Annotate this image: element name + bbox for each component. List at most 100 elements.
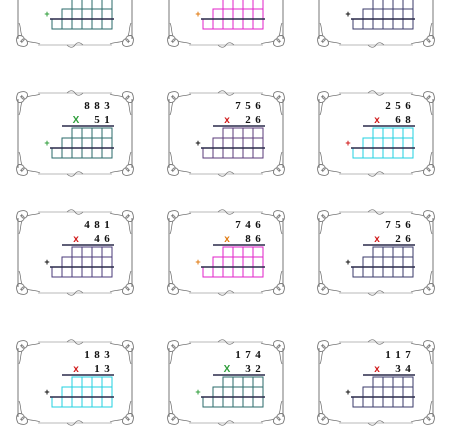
answer-cell[interactable] bbox=[91, 147, 103, 159]
answer-cell[interactable] bbox=[372, 386, 384, 398]
answer-cell[interactable] bbox=[212, 386, 224, 398]
answer-cell[interactable] bbox=[222, 376, 234, 388]
answer-cell[interactable] bbox=[232, 18, 244, 30]
answer-cell[interactable] bbox=[232, 246, 244, 258]
answer-cell[interactable] bbox=[252, 18, 264, 30]
answer-cell[interactable] bbox=[81, 147, 93, 159]
answer-cell[interactable] bbox=[252, 256, 264, 268]
answer-cell[interactable] bbox=[71, 18, 83, 30]
answer-cell[interactable] bbox=[242, 256, 254, 268]
answer-cell[interactable] bbox=[222, 386, 234, 398]
answer-cell[interactable] bbox=[372, 246, 384, 258]
answer-cell[interactable] bbox=[81, 386, 93, 398]
answer-cell[interactable] bbox=[212, 266, 224, 278]
answer-cell[interactable] bbox=[101, 246, 113, 258]
answer-cell[interactable] bbox=[61, 386, 73, 398]
answer-cell[interactable] bbox=[222, 266, 234, 278]
answer-cell[interactable] bbox=[51, 147, 63, 159]
answer-cell[interactable] bbox=[372, 137, 384, 149]
answer-cell[interactable] bbox=[402, 266, 414, 278]
answer-cell[interactable] bbox=[232, 386, 244, 398]
answer-cell[interactable] bbox=[402, 127, 414, 139]
answer-cell[interactable] bbox=[91, 127, 103, 139]
answer-cell[interactable] bbox=[382, 137, 394, 149]
answer-cell[interactable] bbox=[392, 0, 404, 10]
answer-cell[interactable] bbox=[352, 147, 364, 159]
answer-cell[interactable] bbox=[392, 256, 404, 268]
answer-cell[interactable] bbox=[71, 376, 83, 388]
answer-cell[interactable] bbox=[252, 8, 264, 20]
answer-cell[interactable] bbox=[232, 256, 244, 268]
answer-cell[interactable] bbox=[402, 137, 414, 149]
answer-cell[interactable] bbox=[71, 266, 83, 278]
answer-cell[interactable] bbox=[222, 8, 234, 20]
answer-cell[interactable] bbox=[81, 127, 93, 139]
answer-cell[interactable] bbox=[51, 18, 63, 30]
answer-cell[interactable] bbox=[252, 376, 264, 388]
answer-cell[interactable] bbox=[402, 0, 414, 10]
answer-cell[interactable] bbox=[222, 396, 234, 408]
answer-cell[interactable] bbox=[91, 256, 103, 268]
answer-cell[interactable] bbox=[242, 0, 254, 10]
answer-cell[interactable] bbox=[81, 256, 93, 268]
answer-cell[interactable] bbox=[212, 8, 224, 20]
answer-cell[interactable] bbox=[212, 18, 224, 30]
answer-cell[interactable] bbox=[91, 18, 103, 30]
answer-cell[interactable] bbox=[81, 376, 93, 388]
answer-cell[interactable] bbox=[71, 0, 83, 10]
answer-cell[interactable] bbox=[402, 256, 414, 268]
answer-cell[interactable] bbox=[91, 8, 103, 20]
answer-cell[interactable] bbox=[362, 147, 374, 159]
answer-cell[interactable] bbox=[242, 396, 254, 408]
answer-cell[interactable] bbox=[81, 266, 93, 278]
answer-cell[interactable] bbox=[242, 246, 254, 258]
answer-cell[interactable] bbox=[402, 386, 414, 398]
answer-cell[interactable] bbox=[252, 147, 264, 159]
answer-cell[interactable] bbox=[242, 147, 254, 159]
answer-cell[interactable] bbox=[352, 396, 364, 408]
answer-cell[interactable] bbox=[252, 246, 264, 258]
answer-cell[interactable] bbox=[392, 147, 404, 159]
answer-cell[interactable] bbox=[222, 137, 234, 149]
answer-cell[interactable] bbox=[212, 396, 224, 408]
answer-cell[interactable] bbox=[402, 376, 414, 388]
answer-cell[interactable] bbox=[252, 0, 264, 10]
answer-cell[interactable] bbox=[382, 266, 394, 278]
answer-cell[interactable] bbox=[402, 18, 414, 30]
answer-cell[interactable] bbox=[362, 18, 374, 30]
answer-cell[interactable] bbox=[352, 18, 364, 30]
answer-cell[interactable] bbox=[232, 376, 244, 388]
answer-cell[interactable] bbox=[362, 386, 374, 398]
answer-cell[interactable] bbox=[402, 8, 414, 20]
answer-cell[interactable] bbox=[61, 18, 73, 30]
answer-cell[interactable] bbox=[232, 396, 244, 408]
answer-cell[interactable] bbox=[101, 127, 113, 139]
answer-cell[interactable] bbox=[101, 18, 113, 30]
answer-cell[interactable] bbox=[91, 266, 103, 278]
answer-cell[interactable] bbox=[382, 376, 394, 388]
answer-cell[interactable] bbox=[91, 0, 103, 10]
answer-cell[interactable] bbox=[91, 396, 103, 408]
answer-cell[interactable] bbox=[71, 147, 83, 159]
answer-cell[interactable] bbox=[91, 137, 103, 149]
answer-cell[interactable] bbox=[101, 376, 113, 388]
answer-cell[interactable] bbox=[91, 376, 103, 388]
answer-cell[interactable] bbox=[352, 266, 364, 278]
answer-cell[interactable] bbox=[71, 396, 83, 408]
answer-cell[interactable] bbox=[61, 266, 73, 278]
answer-cell[interactable] bbox=[382, 18, 394, 30]
answer-cell[interactable] bbox=[232, 0, 244, 10]
answer-cell[interactable] bbox=[252, 137, 264, 149]
answer-cell[interactable] bbox=[392, 127, 404, 139]
answer-cell[interactable] bbox=[242, 18, 254, 30]
answer-cell[interactable] bbox=[252, 386, 264, 398]
answer-cell[interactable] bbox=[392, 396, 404, 408]
answer-cell[interactable] bbox=[242, 386, 254, 398]
answer-cell[interactable] bbox=[202, 396, 214, 408]
answer-cell[interactable] bbox=[61, 256, 73, 268]
answer-cell[interactable] bbox=[372, 256, 384, 268]
answer-cell[interactable] bbox=[252, 127, 264, 139]
answer-cell[interactable] bbox=[242, 376, 254, 388]
answer-cell[interactable] bbox=[202, 147, 214, 159]
answer-cell[interactable] bbox=[382, 127, 394, 139]
